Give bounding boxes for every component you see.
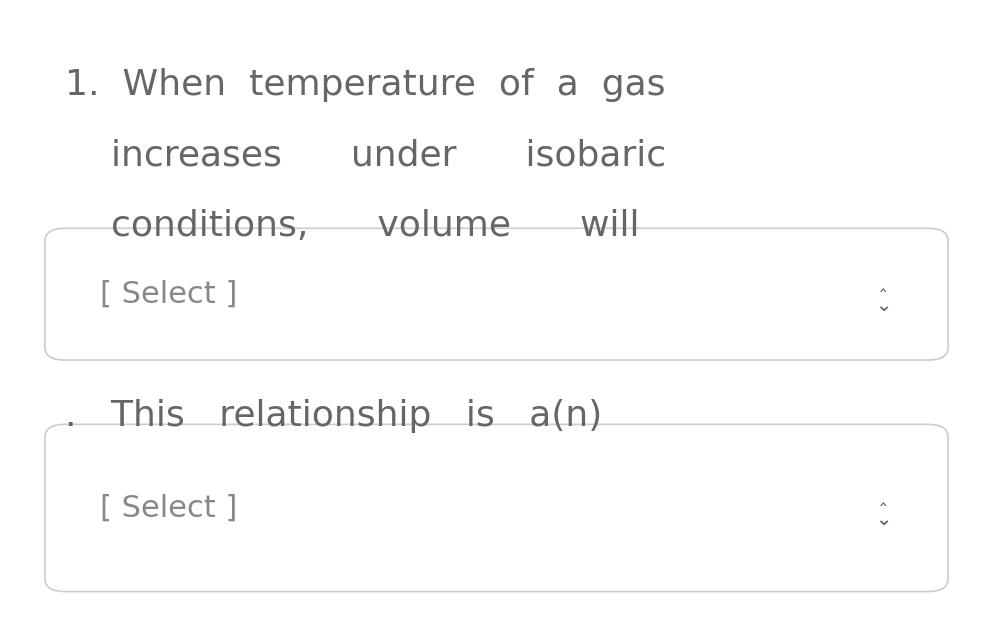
Text: conditions,      volume      will: conditions, volume will	[65, 209, 640, 243]
Text: ‸: ‸	[880, 273, 886, 292]
Text: [ Select ]: [ Select ]	[100, 280, 238, 309]
Text: 1.  When  temperature  of  a  gas: 1. When temperature of a gas	[65, 68, 666, 102]
Text: ⌄: ⌄	[875, 510, 891, 529]
Text: ‸: ‸	[880, 487, 886, 506]
FancyBboxPatch shape	[45, 228, 948, 360]
Text: increases      under      isobaric: increases under isobaric	[65, 138, 666, 172]
Text: [ Select ]: [ Select ]	[100, 493, 238, 523]
FancyBboxPatch shape	[45, 424, 948, 592]
Text: ⌄: ⌄	[875, 296, 891, 315]
Text: .   This   relationship   is   a(n): . This relationship is a(n)	[65, 399, 602, 433]
